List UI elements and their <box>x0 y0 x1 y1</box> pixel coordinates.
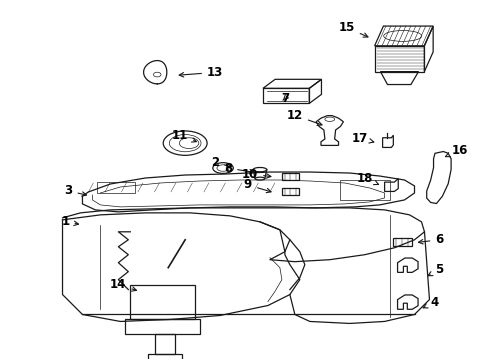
Text: 16: 16 <box>445 144 467 157</box>
Text: 7: 7 <box>280 92 288 105</box>
Text: 11: 11 <box>172 129 196 142</box>
Text: 6: 6 <box>418 233 443 246</box>
Text: 9: 9 <box>244 179 270 193</box>
Text: 17: 17 <box>351 132 373 145</box>
Text: 8: 8 <box>224 162 253 175</box>
Text: 14: 14 <box>110 278 136 291</box>
Text: 13: 13 <box>179 66 223 79</box>
Text: 1: 1 <box>61 215 79 228</box>
Text: 12: 12 <box>286 109 321 126</box>
Text: 18: 18 <box>356 171 378 185</box>
Text: 10: 10 <box>242 167 270 180</box>
Text: 4: 4 <box>422 296 438 309</box>
Text: 5: 5 <box>427 263 443 276</box>
Text: 2: 2 <box>211 156 231 168</box>
Text: 15: 15 <box>338 21 367 37</box>
Text: 3: 3 <box>64 184 86 197</box>
